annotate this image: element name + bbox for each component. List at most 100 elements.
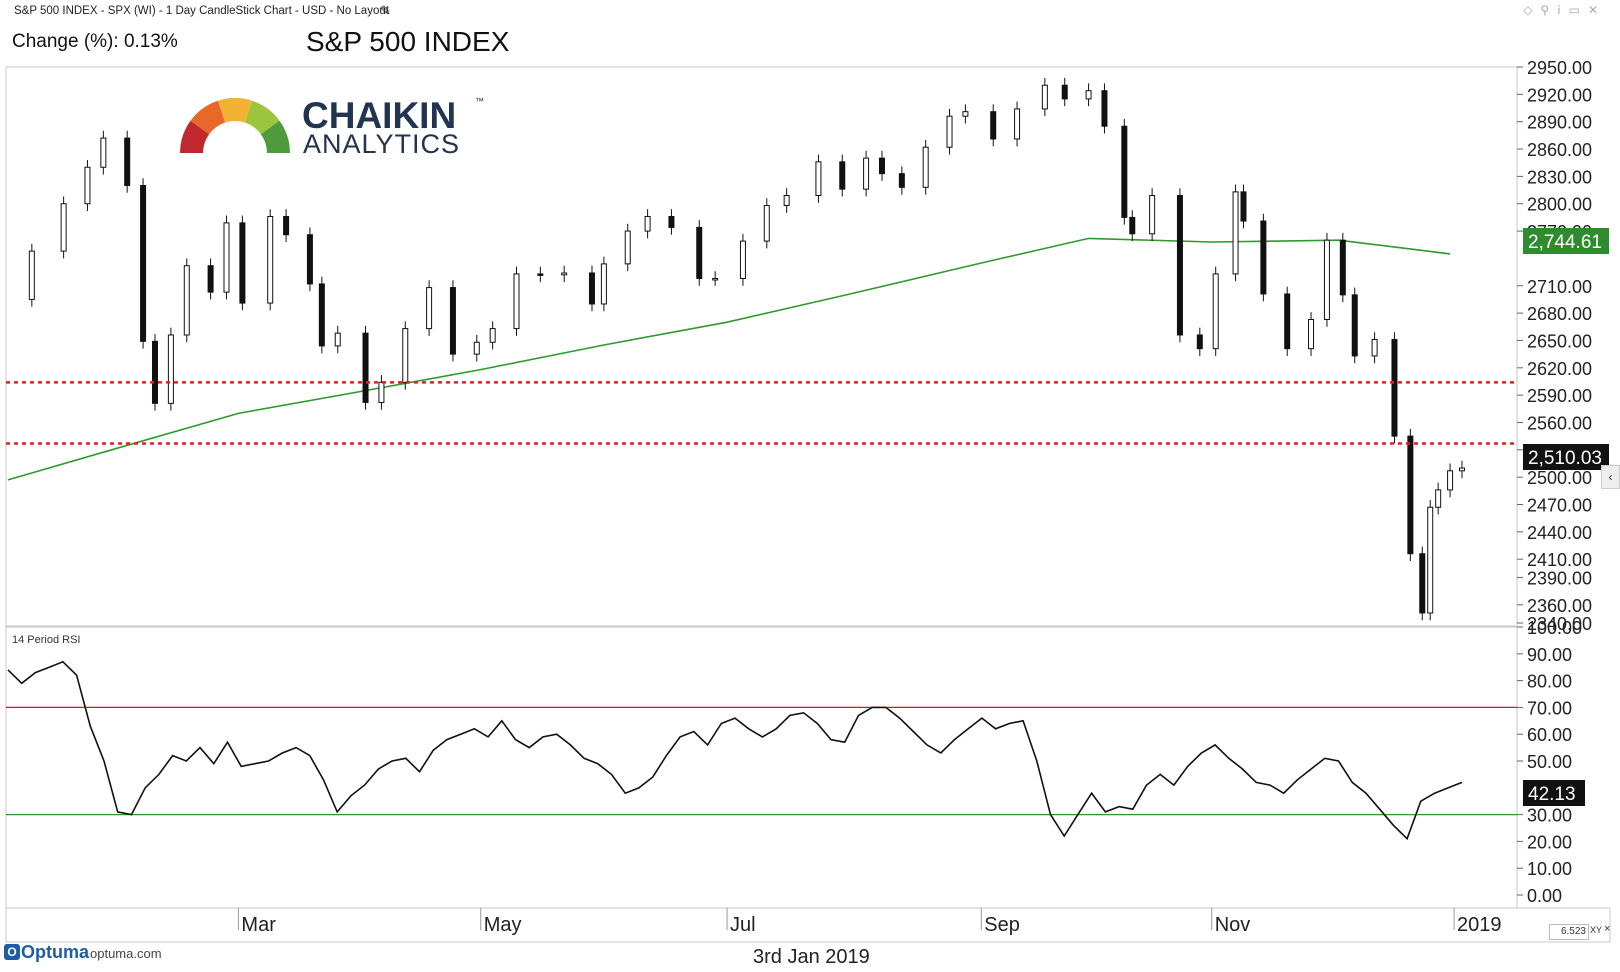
time-tick-label: Sep: [984, 914, 1020, 936]
candle-body: [863, 157, 870, 190]
candle-body: [1014, 108, 1021, 140]
candle: [839, 154, 846, 197]
window-icon[interactable]: ▭: [1568, 3, 1588, 17]
gauge-segment: [190, 100, 226, 135]
candle: [1085, 83, 1092, 107]
candle: [306, 227, 313, 292]
rsi-tick-label: 0.00: [1527, 886, 1562, 906]
candle: [1391, 332, 1398, 444]
price-tick-label: 2470.00: [1527, 496, 1592, 516]
pin-icon[interactable]: ⚲: [1540, 3, 1558, 17]
zoom-field[interactable]: 6.523: [1549, 924, 1589, 940]
chevron-left-icon[interactable]: ‹: [1601, 465, 1620, 489]
rsi-tick-label: 80.00: [1527, 672, 1572, 692]
candle-body: [283, 215, 290, 236]
candle-body: [402, 328, 409, 383]
time-tick-label: Nov: [1215, 914, 1251, 936]
optuma-domain: optuma.com: [90, 946, 162, 961]
candle: [1212, 266, 1219, 356]
candle-body: [1407, 435, 1414, 555]
price-tick-label: 2440.00: [1527, 523, 1592, 543]
rsi-levels-layer: [6, 706, 1517, 816]
candle-body: [334, 332, 341, 347]
price-tick-label: 2830.00: [1527, 167, 1592, 187]
header-toolbar[interactable]: ◇⚲ⅰ▭✕: [1523, 3, 1606, 17]
time-axis-frame: [5, 907, 1611, 943]
candle: [449, 280, 456, 362]
logo-gauge-icon: [180, 98, 290, 153]
time-tick-label: Jul: [730, 914, 756, 936]
candle: [561, 265, 568, 283]
rsi-tick-label: 90.00: [1527, 645, 1572, 665]
candle-body: [537, 273, 544, 276]
candle-body: [1339, 239, 1346, 296]
candle: [318, 276, 325, 354]
candle-body: [815, 161, 822, 197]
rsi-tick-label: 30.00: [1527, 806, 1572, 826]
candle: [990, 104, 997, 147]
time-axis: Mar May Jul Sep Nov 2019: [237, 908, 1502, 936]
candle-body: [1196, 334, 1203, 350]
candle-body: [1212, 273, 1219, 350]
price-tick-label: 2500.00: [1527, 468, 1592, 488]
candle-body: [1391, 339, 1398, 437]
rsi-value-text: 42.13: [1528, 784, 1576, 805]
price-tick-label: 2950.00: [1527, 58, 1592, 78]
candle-body: [668, 215, 675, 228]
candle-body: [223, 222, 230, 293]
info-icon[interactable]: ⅰ: [1557, 3, 1569, 17]
candle: [283, 209, 290, 243]
zoom-xy-label[interactable]: XY: [1590, 925, 1603, 935]
page-title: S&P 500 INDEX: [306, 26, 510, 57]
candle: [1260, 213, 1267, 302]
close-icon[interactable]: ✕: [1587, 3, 1606, 17]
candle: [140, 178, 147, 349]
candle-body: [1149, 195, 1156, 235]
candle-body: [267, 215, 274, 304]
rsi-tick-label: 100.00: [1527, 618, 1582, 638]
candle-body: [1371, 339, 1378, 357]
candle-body: [962, 111, 969, 117]
candle: [167, 327, 174, 411]
candle: [1435, 482, 1442, 515]
logo-line1: CHAIKIN: [302, 95, 456, 136]
price-tick-label: 2710.00: [1527, 277, 1592, 297]
candle: [962, 104, 969, 124]
candle-body: [140, 184, 147, 342]
candle: [1371, 332, 1378, 364]
footer-date: 3rd Jan 2019: [753, 946, 870, 968]
candle: [362, 325, 369, 410]
rsi-tick-label: 70.00: [1527, 698, 1572, 718]
candle: [783, 188, 790, 213]
candle: [402, 321, 409, 390]
candle-body: [644, 215, 651, 232]
price-panel-frame: [5, 66, 1518, 627]
zoom-close-icon[interactable]: ×: [1604, 923, 1611, 935]
candle: [378, 375, 385, 410]
chart-descriptor: S&P 500 INDEX - SPX (WI) - 1 Day CandleS…: [14, 5, 389, 17]
candle: [1129, 210, 1136, 242]
candle-body: [1101, 90, 1108, 127]
candle: [696, 220, 703, 286]
candle: [124, 130, 131, 193]
candle-body: [60, 203, 67, 252]
gauge-segment: [260, 120, 290, 153]
candle: [739, 233, 746, 286]
rsi-panel-frame: [5, 626, 1518, 909]
candle: [898, 166, 905, 195]
candle-body: [1427, 506, 1434, 614]
rsi-tick-label: 10.00: [1527, 859, 1572, 879]
pencil-icon[interactable]: ✎: [380, 3, 391, 18]
change-label: Change (%): 0.13%: [12, 31, 178, 52]
candle: [426, 280, 433, 336]
candle: [267, 209, 274, 311]
candle-body: [600, 263, 607, 305]
diamond-icon[interactable]: ◇: [1523, 3, 1541, 17]
candle: [1339, 232, 1346, 303]
candle: [644, 209, 651, 239]
support-lines-layer: [6, 381, 1517, 445]
rsi-line: [7, 660, 1463, 841]
candle: [1459, 460, 1465, 479]
candle-body: [207, 265, 214, 293]
